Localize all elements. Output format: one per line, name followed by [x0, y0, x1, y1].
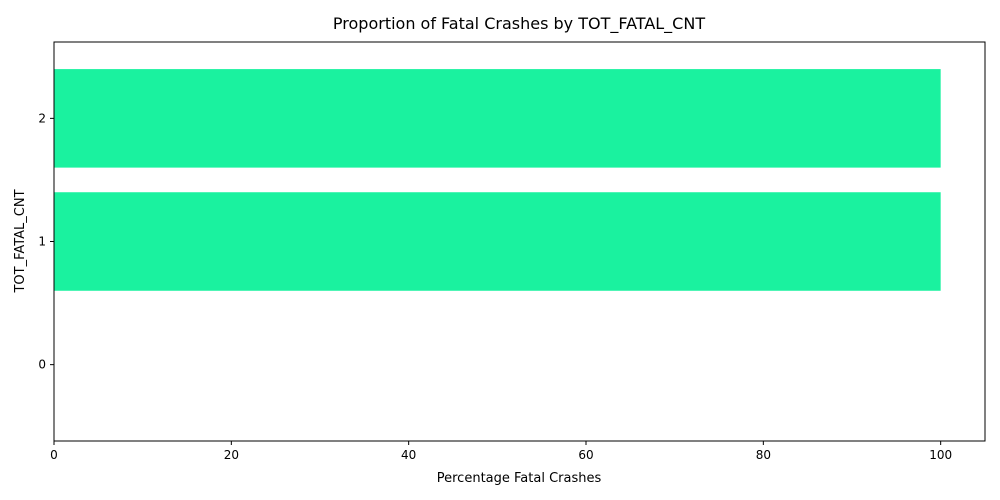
y-tick-label-1: 1 — [38, 235, 46, 249]
x-axis-ticks: 0 20 40 60 80 100 — [50, 441, 952, 462]
bar-2 — [54, 69, 941, 168]
x-tick-label-60: 60 — [578, 448, 593, 462]
x-tick-label-0: 0 — [50, 448, 58, 462]
y-axis-ticks: 0 1 2 — [38, 111, 54, 372]
bar-1 — [54, 192, 941, 291]
plot-frame — [53, 41, 986, 442]
x-tick-label-40: 40 — [401, 448, 416, 462]
y-tick-label-2: 2 — [38, 111, 46, 125]
bars — [54, 69, 941, 291]
x-tick-label-80: 80 — [756, 448, 771, 462]
y-tick-label-0: 0 — [38, 358, 46, 372]
chart-title: Proportion of Fatal Crashes by TOT_FATAL… — [333, 14, 705, 34]
y-axis-label: TOT_FATAL_CNT — [13, 189, 28, 293]
x-axis-label: Percentage Fatal Crashes — [437, 471, 602, 486]
x-tick-label-100: 100 — [929, 448, 952, 462]
x-tick-label-20: 20 — [224, 448, 239, 462]
